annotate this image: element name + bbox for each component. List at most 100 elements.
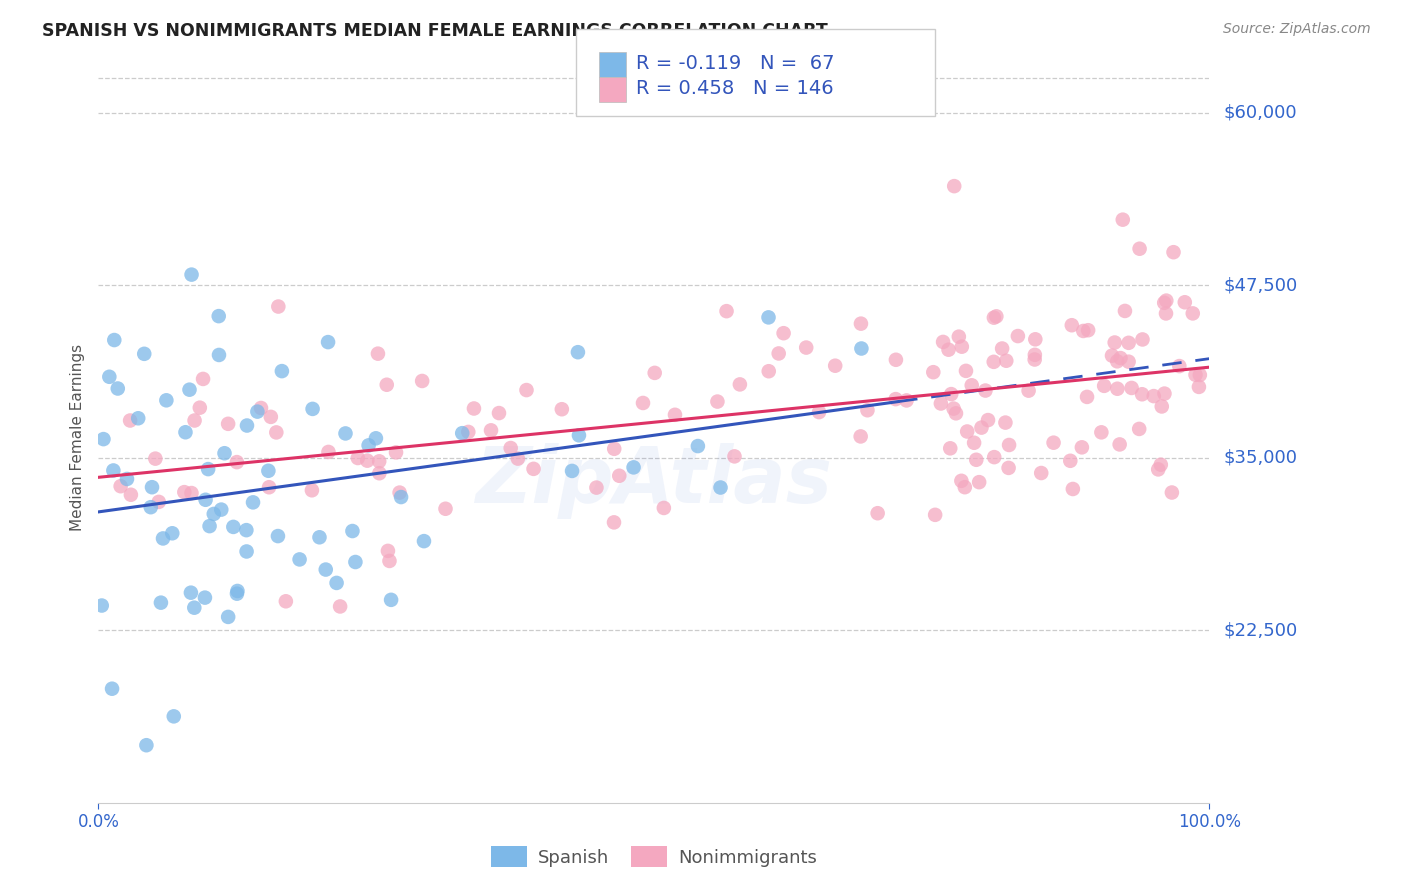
Point [434,501,457,516]
Point [1062,482,1084,496]
Point [120,413,142,427]
Point [945,406,967,420]
Point [849,429,872,443]
Point [1188,368,1211,382]
Point [479,423,502,437]
Point [728,377,751,392]
Point [948,329,970,343]
Point [457,425,479,439]
Point [652,500,675,515]
Point [357,438,380,452]
Point [191,372,214,386]
Point [970,420,993,434]
Text: $47,500: $47,500 [1223,277,1298,294]
Point [152,532,174,546]
Point [1154,306,1177,320]
Point [950,474,973,488]
Point [561,464,583,478]
Point [217,610,239,624]
Point [110,479,132,493]
Point [301,483,323,498]
Point [939,442,962,456]
Point [1070,440,1092,454]
Point [515,383,537,397]
Point [208,309,231,323]
Point [603,442,626,456]
Point [1150,400,1173,414]
Point [499,441,522,455]
Point [260,409,283,424]
Text: Source: ZipAtlas.com: Source: ZipAtlas.com [1223,22,1371,37]
Point [1188,380,1211,394]
Point [1090,425,1112,440]
Point [1059,454,1081,468]
Point [325,575,347,590]
Point [103,333,125,347]
Point [942,401,965,416]
Point [967,475,990,490]
Point [316,335,339,350]
Point [180,585,202,599]
Point [851,342,873,356]
Point [236,418,259,433]
Point [250,401,273,415]
Point [808,405,831,419]
Point [257,480,280,494]
Point [997,461,1019,475]
Point [709,481,731,495]
Point [235,523,257,537]
Point [994,416,1017,430]
Point [267,300,290,314]
Point [849,317,872,331]
Point [488,406,510,420]
Point [974,384,997,398]
Point [411,374,433,388]
Point [155,393,177,408]
Point [1108,437,1130,451]
Point [983,310,1005,325]
Text: $22,500: $22,500 [1223,622,1298,640]
Point [932,334,955,349]
Point [174,425,197,440]
Point [127,411,149,425]
Point [1156,293,1178,308]
Point [631,396,654,410]
Point [977,413,1000,427]
Point [385,445,408,459]
Point [1109,351,1132,365]
Point [1024,348,1046,362]
Point [342,524,364,538]
Point [1128,422,1150,436]
Point [938,343,960,357]
Point [367,346,389,360]
Point [1071,324,1094,338]
Point [664,408,686,422]
Point [308,530,330,544]
Point [103,463,125,477]
Point [1147,462,1170,476]
Point [101,681,124,696]
Point [194,591,217,605]
Text: $35,000: $35,000 [1223,449,1298,467]
Point [1092,379,1115,393]
Point [257,464,280,478]
Point [377,544,399,558]
Point [344,555,367,569]
Point [368,467,391,481]
Point [1160,485,1182,500]
Point [364,431,387,445]
Point [644,366,666,380]
Point [378,554,401,568]
Point [135,738,157,752]
Point [965,452,987,467]
Point [214,446,236,460]
Point [1042,435,1064,450]
Point [686,439,709,453]
Point [758,364,780,378]
Point [1118,335,1140,350]
Point [768,346,790,360]
Point [1153,295,1175,310]
Point [955,364,977,378]
Point [242,495,264,509]
Point [463,401,485,416]
